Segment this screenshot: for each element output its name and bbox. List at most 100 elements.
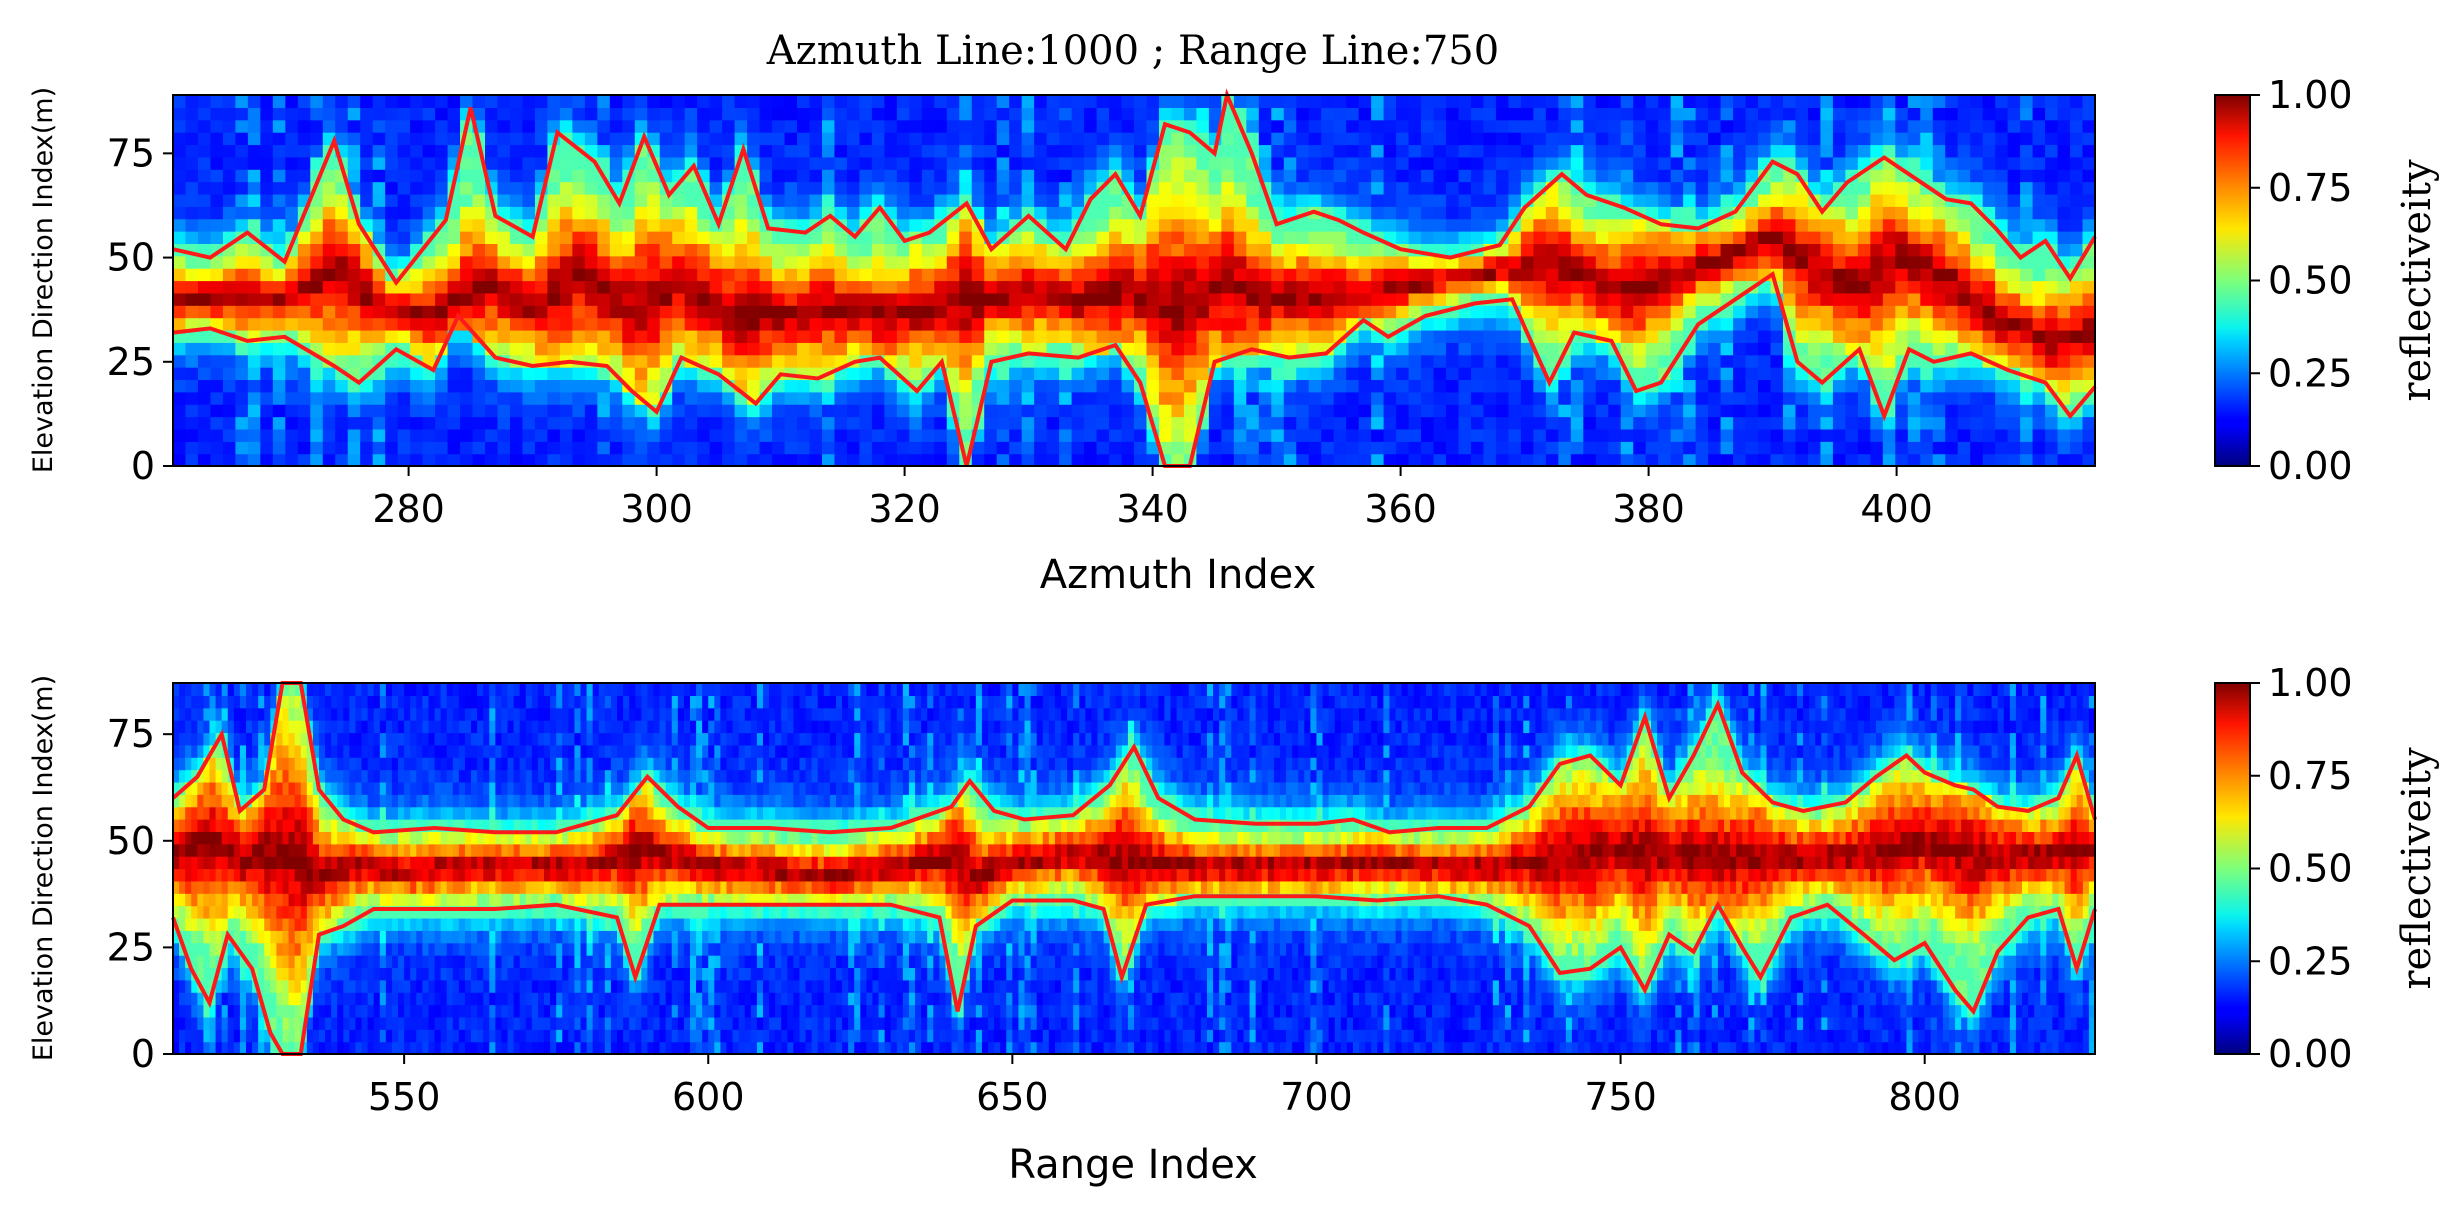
heatmap-cell (197, 905, 205, 919)
heatmap-cell (871, 329, 885, 343)
heatmap-cell (1982, 95, 1996, 108)
heatmap-cell (934, 329, 948, 343)
heatmap-cell (1595, 305, 1609, 319)
heatmap-cell (1383, 181, 1397, 195)
heatmap-cell (1470, 329, 1485, 343)
heatmap-cell (1470, 193, 1485, 207)
heatmap-cell (959, 243, 973, 257)
heatmap-cell (1957, 354, 1971, 368)
heatmap-cell (2045, 107, 2059, 121)
heatmap-cell (747, 119, 761, 133)
heatmap-cell (1745, 441, 1759, 455)
heatmap-cell (1982, 156, 1996, 170)
heatmap-cell (1383, 156, 1397, 170)
heatmap-cell (1096, 193, 1110, 207)
heatmap-cell (534, 391, 549, 405)
heatmap-cell (734, 107, 748, 121)
heatmap-cell (472, 292, 486, 306)
heatmap-cell (173, 367, 187, 381)
heatmap-cell (322, 169, 336, 183)
heatmap-cell (959, 379, 973, 393)
heatmap-cell (1758, 428, 1772, 442)
heatmap-cell (385, 107, 399, 121)
heatmap-cell (797, 255, 811, 269)
heatmap-cell (622, 317, 636, 331)
heatmap-cell (2045, 404, 2059, 418)
heatmap-cell (2032, 193, 2046, 207)
heatmap-cell (1945, 367, 1959, 381)
heatmap-cell (1333, 107, 1347, 121)
heatmap-cell (1233, 404, 1247, 418)
heatmap-cell (1832, 107, 1846, 121)
heatmap-cell (1982, 280, 1996, 294)
heatmap-cell (1183, 280, 1197, 294)
heatmap-cell (1109, 329, 1123, 343)
heatmap-cell (372, 181, 386, 195)
heatmap-cell (1495, 95, 1510, 108)
heatmap-cell (360, 416, 374, 430)
heatmap-cell (235, 416, 249, 430)
heatmap-cell (1171, 255, 1185, 269)
heatmap-cell (809, 231, 823, 244)
heatmap-cell (747, 367, 761, 381)
heatmap-cell (559, 416, 573, 430)
heatmap-cell (634, 169, 648, 183)
heatmap-cell (509, 95, 524, 108)
heatmap-cell (1221, 292, 1235, 306)
heatmap-cell (1296, 95, 1310, 108)
heatmap-cell (871, 144, 885, 158)
heatmap-cell (1109, 95, 1123, 108)
heatmap-cell (222, 181, 236, 195)
heatmap-cell (1009, 243, 1023, 257)
heatmap-cell (1645, 280, 1659, 294)
heatmap-cell (1121, 453, 1135, 467)
heatmap-cell (422, 379, 436, 393)
heatmap-cell (460, 428, 474, 442)
heatmap-cell (522, 441, 536, 455)
heatmap-cell (1508, 404, 1522, 418)
heatmap-cell (1545, 107, 1559, 121)
heatmap-cell (1158, 428, 1173, 442)
heatmap-cell (1196, 367, 1210, 381)
heatmap-cell (1720, 428, 1734, 442)
heatmap-cell (197, 416, 212, 430)
heatmap-cell (547, 243, 561, 257)
heatmap-cell (2070, 193, 2084, 207)
heatmap-cell (1371, 132, 1385, 146)
heatmap-cell (1034, 169, 1048, 183)
heatmap-cell (1683, 354, 1697, 368)
heatmap-cell (422, 305, 436, 319)
heatmap-cell (1558, 367, 1572, 381)
heatmap-cell (260, 193, 274, 207)
heatmap-cell (959, 255, 973, 269)
heatmap-cell (1059, 342, 1073, 356)
heatmap-cell (1608, 156, 1622, 170)
heatmap-cell (1470, 342, 1485, 356)
heatmap-cell (435, 193, 449, 207)
heatmap-cell (672, 404, 686, 418)
heatmap-cell (1945, 342, 1959, 356)
heatmap-cell (597, 193, 611, 207)
heatmap-cell (1857, 453, 1871, 467)
heatmap-cell (1096, 428, 1110, 442)
heatmap-cell (1021, 193, 1035, 207)
heatmap-cell (215, 781, 223, 795)
heatmap-cell (2057, 193, 2071, 207)
heatmap-cell (1470, 428, 1485, 442)
heatmap-cell (1046, 404, 1060, 418)
heatmap-cell (1296, 119, 1310, 133)
heatmap-cell (1084, 292, 1098, 306)
heatmap-cell (1046, 292, 1060, 306)
heatmap-cell (784, 156, 798, 170)
heatmap-cell (534, 231, 549, 244)
heatmap-cell (221, 992, 229, 1006)
heatmap-cell (1059, 193, 1073, 207)
heatmap-cell (734, 367, 748, 381)
heatmap-cell (1421, 354, 1435, 368)
heatmap-cell (1358, 354, 1372, 368)
heatmap-cell (1059, 379, 1073, 393)
heatmap-cell (659, 292, 673, 306)
heatmap-cell (1383, 416, 1397, 430)
heatmap-cell (884, 292, 898, 306)
heatmap-cell (896, 206, 910, 220)
